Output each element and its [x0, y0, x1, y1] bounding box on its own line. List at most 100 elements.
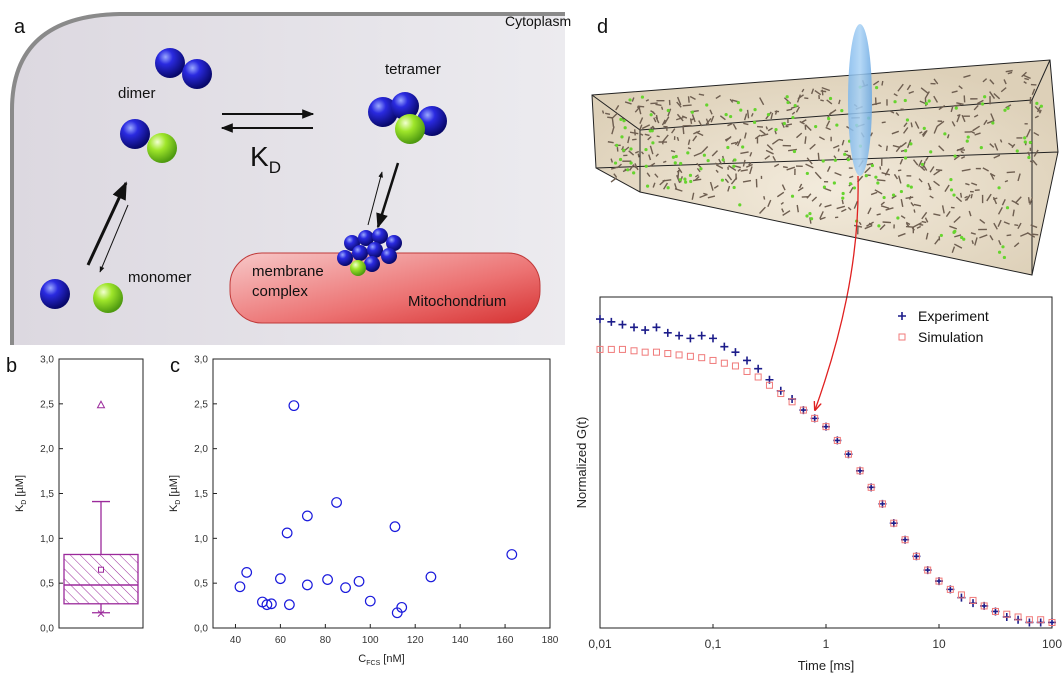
- point: [301, 579, 313, 591]
- filament: [994, 143, 999, 151]
- point: [833, 436, 841, 444]
- filament: [1003, 79, 1007, 85]
- filament: [970, 130, 976, 135]
- point: [777, 390, 785, 398]
- particle: [619, 117, 623, 121]
- filament: [990, 113, 995, 122]
- filament: [772, 155, 777, 162]
- particle: [645, 184, 650, 188]
- filament: [676, 169, 681, 173]
- point: [709, 334, 717, 343]
- filament: [900, 199, 904, 207]
- filament: [650, 110, 655, 114]
- filament: [833, 155, 837, 159]
- filament: [1026, 232, 1036, 238]
- filament: [691, 114, 696, 123]
- y-tick-label: 3,0: [194, 355, 208, 366]
- filament: [1034, 115, 1039, 119]
- filament: [601, 110, 605, 114]
- filament: [920, 87, 929, 94]
- point: [743, 356, 752, 365]
- particle: [840, 109, 844, 113]
- particle: [997, 186, 1001, 190]
- filament: [729, 98, 734, 103]
- filament: [645, 99, 650, 102]
- cell-membrane: [10, 12, 565, 345]
- filament: [893, 93, 898, 97]
- filament: [880, 201, 885, 206]
- filament: [912, 159, 919, 166]
- filament: [925, 232, 929, 240]
- filament: [675, 174, 681, 184]
- filament: [647, 136, 652, 141]
- filament: [637, 153, 640, 158]
- particle: [953, 154, 957, 158]
- filament: [724, 178, 730, 184]
- x-tick-label: 60: [275, 635, 287, 646]
- filament: [989, 143, 995, 148]
- filament: [1023, 81, 1027, 84]
- particle: [774, 128, 778, 132]
- particle: [1005, 206, 1010, 210]
- filament: [834, 171, 842, 176]
- particle: [852, 186, 857, 190]
- particle: [841, 191, 845, 196]
- filament: [954, 243, 963, 249]
- point: [283, 599, 295, 611]
- particle: [699, 167, 703, 171]
- filament: [956, 102, 964, 105]
- point: [234, 581, 246, 593]
- filament: [1027, 197, 1031, 204]
- filament: [616, 163, 622, 169]
- particle: [954, 106, 958, 110]
- filament: [1013, 242, 1020, 248]
- filament: [782, 166, 788, 169]
- point: [901, 536, 909, 544]
- filament: [633, 165, 638, 169]
- filament: [997, 219, 1002, 227]
- filament: [610, 177, 618, 183]
- particle: [1001, 245, 1005, 249]
- filament: [919, 165, 926, 171]
- filament: [774, 130, 777, 135]
- filament: [982, 78, 988, 83]
- particle: [874, 175, 878, 179]
- filament: [627, 136, 631, 144]
- filament: [986, 193, 992, 202]
- filament: [895, 112, 900, 116]
- particle: [721, 158, 725, 162]
- particle: [827, 116, 831, 121]
- filament: [1017, 173, 1021, 182]
- arrow: [376, 162, 400, 229]
- particle: [848, 182, 853, 186]
- filament: [743, 122, 749, 126]
- filament: [1001, 199, 1006, 206]
- particle: [909, 142, 913, 146]
- y-tick-label: 1,5: [40, 489, 54, 500]
- filament: [734, 140, 739, 146]
- particle: [822, 185, 827, 189]
- filament: [1033, 131, 1040, 137]
- filament: [879, 166, 882, 170]
- filament: [727, 122, 733, 127]
- filament: [900, 141, 907, 148]
- y-tick-label: 0,0: [40, 624, 54, 635]
- particle: [620, 135, 624, 139]
- particle: [846, 158, 850, 162]
- filament: [767, 199, 772, 208]
- particle: [644, 147, 648, 152]
- filament: [634, 129, 636, 136]
- filament: [667, 108, 672, 117]
- point: [743, 367, 751, 375]
- particle: [623, 126, 627, 130]
- filament: [746, 109, 750, 119]
- filament: [933, 169, 941, 176]
- filament: [635, 150, 640, 154]
- filament: [676, 96, 682, 106]
- filament: [615, 105, 620, 111]
- filament: [950, 106, 954, 113]
- filament: [759, 206, 766, 214]
- filament: [795, 106, 801, 113]
- particle: [949, 188, 954, 192]
- point: [596, 315, 604, 324]
